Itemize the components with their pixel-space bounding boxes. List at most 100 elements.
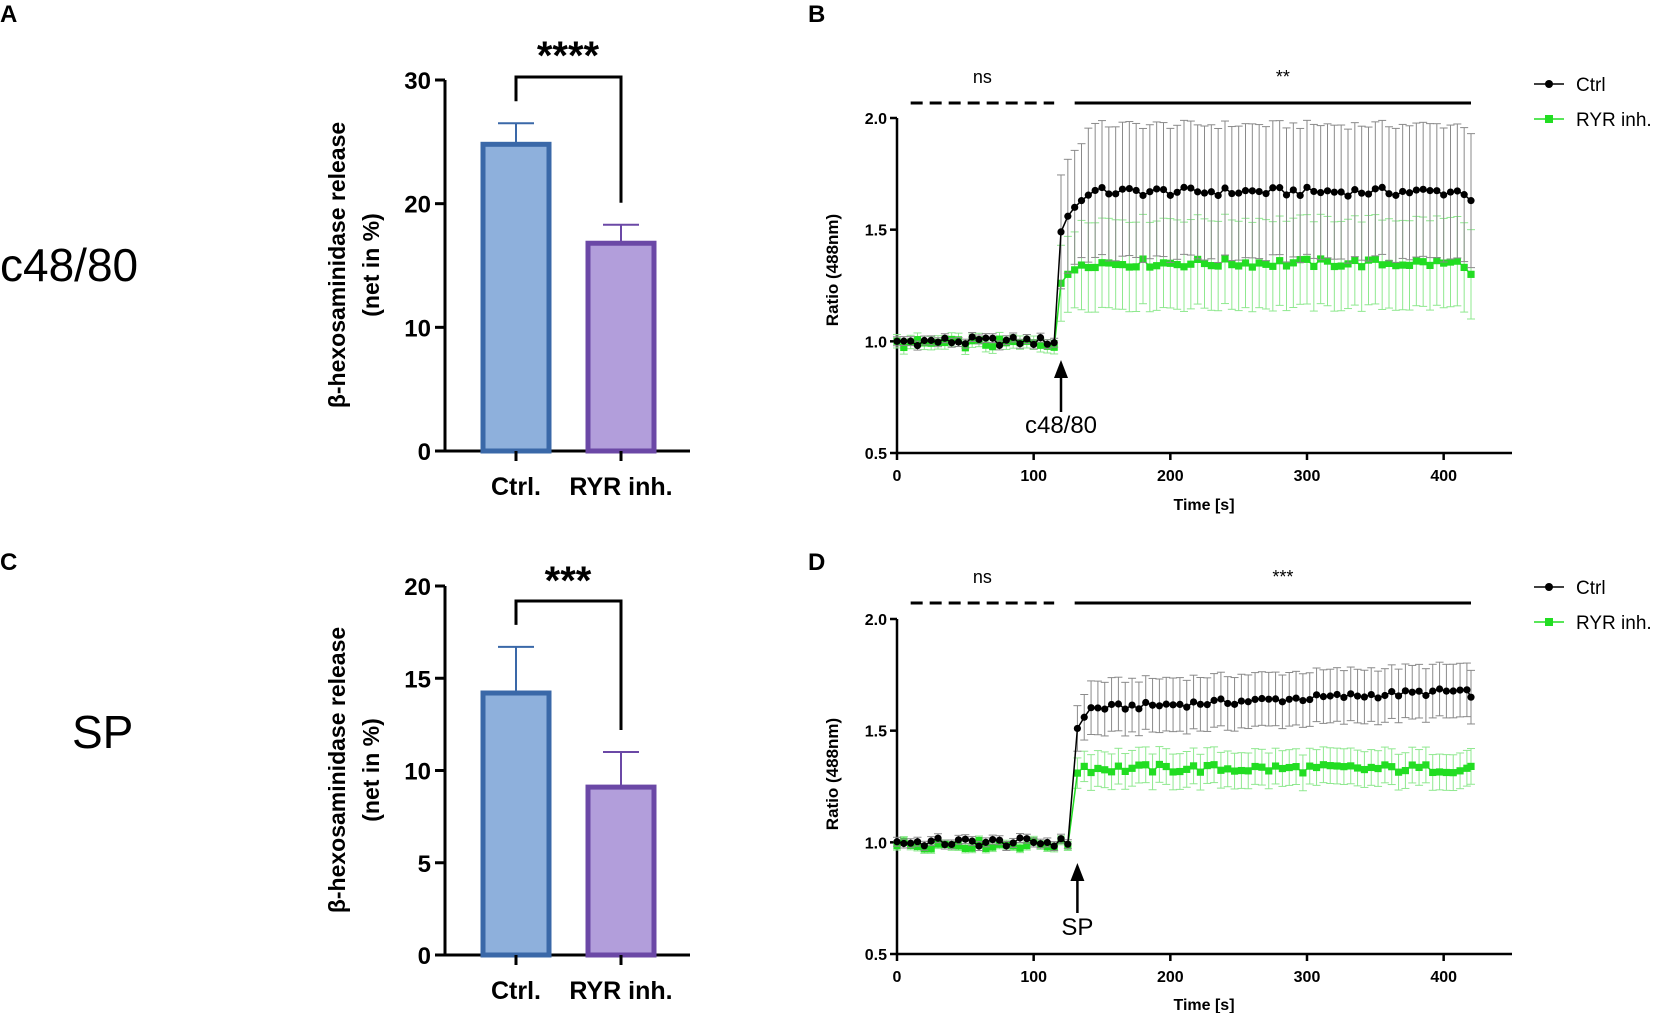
data-point-ctrl [941,334,949,342]
y-tick-label: 1.5 [865,223,887,240]
data-point-ctrl [1358,189,1366,197]
legend-marker-ctrl [1545,583,1553,591]
data-point-ryr [1289,259,1297,267]
data-point-ryr [1221,255,1229,263]
data-point-ryr [968,844,976,852]
data-point-ctrl [1016,834,1024,842]
x-tick-label: 300 [1294,969,1321,986]
legend-label-ryr: RYR inh. [1576,110,1652,131]
data-point-ctrl [1162,700,1170,708]
data-point-ctrl [941,840,949,849]
panel-label-b: B [808,1,825,28]
data-point-ryr [1064,270,1072,278]
data-point-ryr [1023,842,1031,850]
data-point-ctrl [1146,188,1154,196]
row-label-c48-80: c48/80 [0,239,138,291]
data-point-ctrl [1132,186,1140,195]
data-point-ryr [1429,768,1437,777]
data-point-ryr [1180,263,1188,271]
bar-chart-panel-c: β-hexosaminidase release (net in %) *** … [324,559,690,1005]
stimulus-label: SP [1061,914,1093,941]
y-tick-label: 10 [404,315,431,342]
data-point-ctrl [900,337,908,345]
data-point-ryr [1312,763,1321,772]
data-point-ctrl [1426,187,1434,195]
data-point-ctrl [1057,228,1065,236]
data-point-ctrl [1084,191,1092,199]
data-point-ryr [1374,764,1382,773]
data-point-ctrl [1258,694,1266,703]
data-point-ctrl [1449,687,1457,695]
data-point-ryr [1169,768,1177,776]
data-point-ctrl [1456,686,1464,694]
data-point-ctrl [1460,191,1468,199]
data-point-ctrl [1043,838,1051,847]
data-point-ryr [1016,844,1024,852]
data-point-ryr [1207,262,1215,270]
y-axis-label-line1: β-hexosaminidase release [324,627,350,913]
data-point-ctrl [1091,186,1099,195]
data-point-ryr [1426,261,1434,270]
y-tick-label: 1.0 [865,334,887,351]
data-point-ctrl [1248,187,1256,195]
panel-label-a: A [0,1,17,28]
data-point-ctrl [1153,185,1161,193]
data-point-ctrl [1415,687,1423,695]
data-point-ctrl [1303,183,1311,191]
data-point-ctrl [1344,192,1352,200]
data-point-ctrl [1306,695,1314,704]
data-point-ctrl [1030,838,1038,847]
x-axis-label: Time [s] [1173,497,1234,514]
data-point-ctrl [1135,705,1143,713]
data-point-ctrl [1467,197,1475,205]
data-point-ctrl [1392,191,1400,199]
data-point-ryr [1148,768,1157,776]
data-point-ryr [1408,761,1416,769]
data-point-ctrl [1289,186,1297,194]
panel-label-d: D [808,549,825,576]
legend-label-ctrl: Ctrl [1576,75,1606,96]
data-point-ctrl [1101,705,1109,713]
data-point-ctrl [1207,188,1215,196]
data-point-ryr [1214,262,1222,270]
data-point-ryr [1118,261,1127,269]
data-point-ctrl [1148,701,1157,709]
data-point-ctrl [1114,700,1122,708]
data-point-ryr [1255,259,1263,267]
data-point-ryr [1453,257,1461,265]
data-point-ctrl [1050,842,1058,850]
data-point-ctrl [1435,685,1444,693]
data-point-ctrl [1235,189,1243,197]
data-point-ctrl [1367,690,1375,699]
data-point-ctrl [1374,694,1382,702]
significance-stars: **** [537,34,600,78]
data-point-ctrl [1429,687,1437,695]
data-point-ryr [1146,263,1154,271]
y-tick-label: 5 [418,851,431,878]
data-point-ryr [1449,769,1457,777]
data-point-ctrl [1098,183,1106,192]
data-point-ctrl [1155,702,1163,710]
data-point-ctrl [954,338,963,346]
data-point-ctrl [995,341,1004,350]
data-point-ctrl [975,335,983,344]
y-tick-label: 2.0 [865,111,887,128]
data-point-ctrl [1159,185,1168,194]
data-point-ryr [1394,768,1403,776]
row-label-sp: SP [72,706,133,758]
data-point-ctrl [1453,187,1461,195]
y-tick-label: 2.0 [865,612,887,629]
data-point-ctrl [1244,698,1252,706]
stimulus-arrow-head [1070,863,1085,881]
data-point-ctrl [1255,187,1263,196]
data-point-ctrl [1071,203,1079,211]
data-point-ctrl [1228,189,1236,198]
data-point-ryr [1228,261,1236,269]
data-point-ryr [1194,255,1202,263]
data-point-ctrl [1217,695,1225,703]
data-point-ryr [1128,764,1136,772]
data-point-ctrl [1073,724,1081,733]
data-point-ryr [1080,762,1088,770]
data-point-ryr [927,845,935,853]
x-tick-label: 200 [1157,468,1184,485]
